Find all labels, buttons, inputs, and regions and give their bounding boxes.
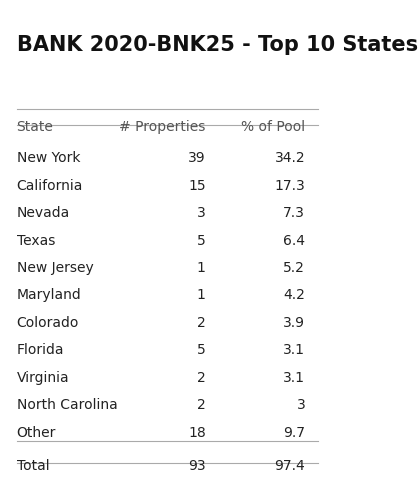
Text: 5: 5 xyxy=(197,343,206,357)
Text: 6.4: 6.4 xyxy=(283,234,305,247)
Text: 3.9: 3.9 xyxy=(283,316,305,330)
Text: 18: 18 xyxy=(188,426,206,440)
Text: % of Pool: % of Pool xyxy=(241,120,305,134)
Text: 2: 2 xyxy=(197,398,206,412)
Text: 1: 1 xyxy=(197,261,206,275)
Text: Total: Total xyxy=(16,459,49,473)
Text: Colorado: Colorado xyxy=(16,316,79,330)
Text: 3.1: 3.1 xyxy=(283,371,305,385)
Text: Other: Other xyxy=(16,426,56,440)
Text: State: State xyxy=(16,120,53,134)
Text: BANK 2020-BNK25 - Top 10 States: BANK 2020-BNK25 - Top 10 States xyxy=(16,36,418,56)
Text: 2: 2 xyxy=(197,316,206,330)
Text: 1: 1 xyxy=(197,288,206,302)
Text: Texas: Texas xyxy=(16,234,55,247)
Text: 9.7: 9.7 xyxy=(283,426,305,440)
Text: 4.2: 4.2 xyxy=(284,288,305,302)
Text: 5: 5 xyxy=(197,234,206,247)
Text: North Carolina: North Carolina xyxy=(16,398,117,412)
Text: Maryland: Maryland xyxy=(16,288,81,302)
Text: Nevada: Nevada xyxy=(16,206,70,220)
Text: 93: 93 xyxy=(188,459,206,473)
Text: 3: 3 xyxy=(197,206,206,220)
Text: 97.4: 97.4 xyxy=(274,459,305,473)
Text: 17.3: 17.3 xyxy=(274,179,305,193)
Text: 39: 39 xyxy=(188,151,206,165)
Text: Florida: Florida xyxy=(16,343,64,357)
Text: New York: New York xyxy=(16,151,80,165)
Text: New Jersey: New Jersey xyxy=(16,261,93,275)
Text: 34.2: 34.2 xyxy=(275,151,305,165)
Text: 5.2: 5.2 xyxy=(284,261,305,275)
Text: 15: 15 xyxy=(188,179,206,193)
Text: 3: 3 xyxy=(297,398,305,412)
Text: California: California xyxy=(16,179,83,193)
Text: 7.3: 7.3 xyxy=(284,206,305,220)
Text: Virginia: Virginia xyxy=(16,371,69,385)
Text: 2: 2 xyxy=(197,371,206,385)
Text: 3.1: 3.1 xyxy=(283,343,305,357)
Text: # Properties: # Properties xyxy=(119,120,206,134)
